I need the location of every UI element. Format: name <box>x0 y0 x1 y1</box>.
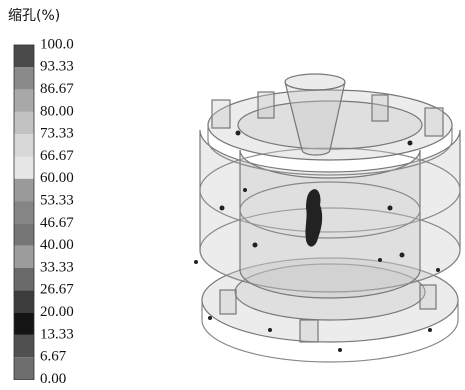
legend-swatch <box>14 246 34 268</box>
legend-title: 缩孔(%) <box>8 8 60 24</box>
casting-render <box>194 74 460 362</box>
legend-swatch <box>14 134 34 156</box>
legend-label: 13.33 <box>40 326 74 342</box>
legend-label: 6.67 <box>40 349 67 365</box>
legend-label: 66.67 <box>40 148 74 164</box>
legend-swatch <box>14 357 34 379</box>
legend-label: 33.33 <box>40 259 74 275</box>
legend-label: 93.33 <box>40 59 74 75</box>
legend-label: 0.00 <box>40 371 66 387</box>
legend-swatch <box>14 223 34 245</box>
legend-swatch <box>14 268 34 290</box>
legend-label: 73.33 <box>40 126 74 142</box>
legend: 100.0 93.33 86.67 80.00 73.33 66.67 60.00 53.33… <box>14 36 74 387</box>
legend-label: 100.0 <box>40 36 74 52</box>
legend-swatch <box>14 157 34 179</box>
legend-label: 26.67 <box>40 282 74 298</box>
legend-swatch <box>14 90 34 112</box>
legend-label: 46.67 <box>40 215 74 231</box>
legend-swatch <box>14 67 34 89</box>
legend-swatch <box>14 335 34 357</box>
legend-swatch <box>14 179 34 201</box>
legend-label: 40.00 <box>40 237 74 253</box>
legend-swatch <box>14 45 34 67</box>
legend-label: 20.00 <box>40 304 74 320</box>
legend-label: 60.00 <box>40 170 74 186</box>
figure: 缩孔(%) 100.0 93.33 86.67 80.00 73.33 66.67 60.0… <box>0 0 465 390</box>
legend-swatch <box>14 112 34 134</box>
legend-label: 86.67 <box>40 81 74 97</box>
legend-label: 53.33 <box>40 193 74 209</box>
legend-swatch <box>14 201 34 223</box>
legend-swatch <box>14 290 34 312</box>
legend-label: 80.00 <box>40 103 74 119</box>
legend-swatch <box>14 313 34 335</box>
